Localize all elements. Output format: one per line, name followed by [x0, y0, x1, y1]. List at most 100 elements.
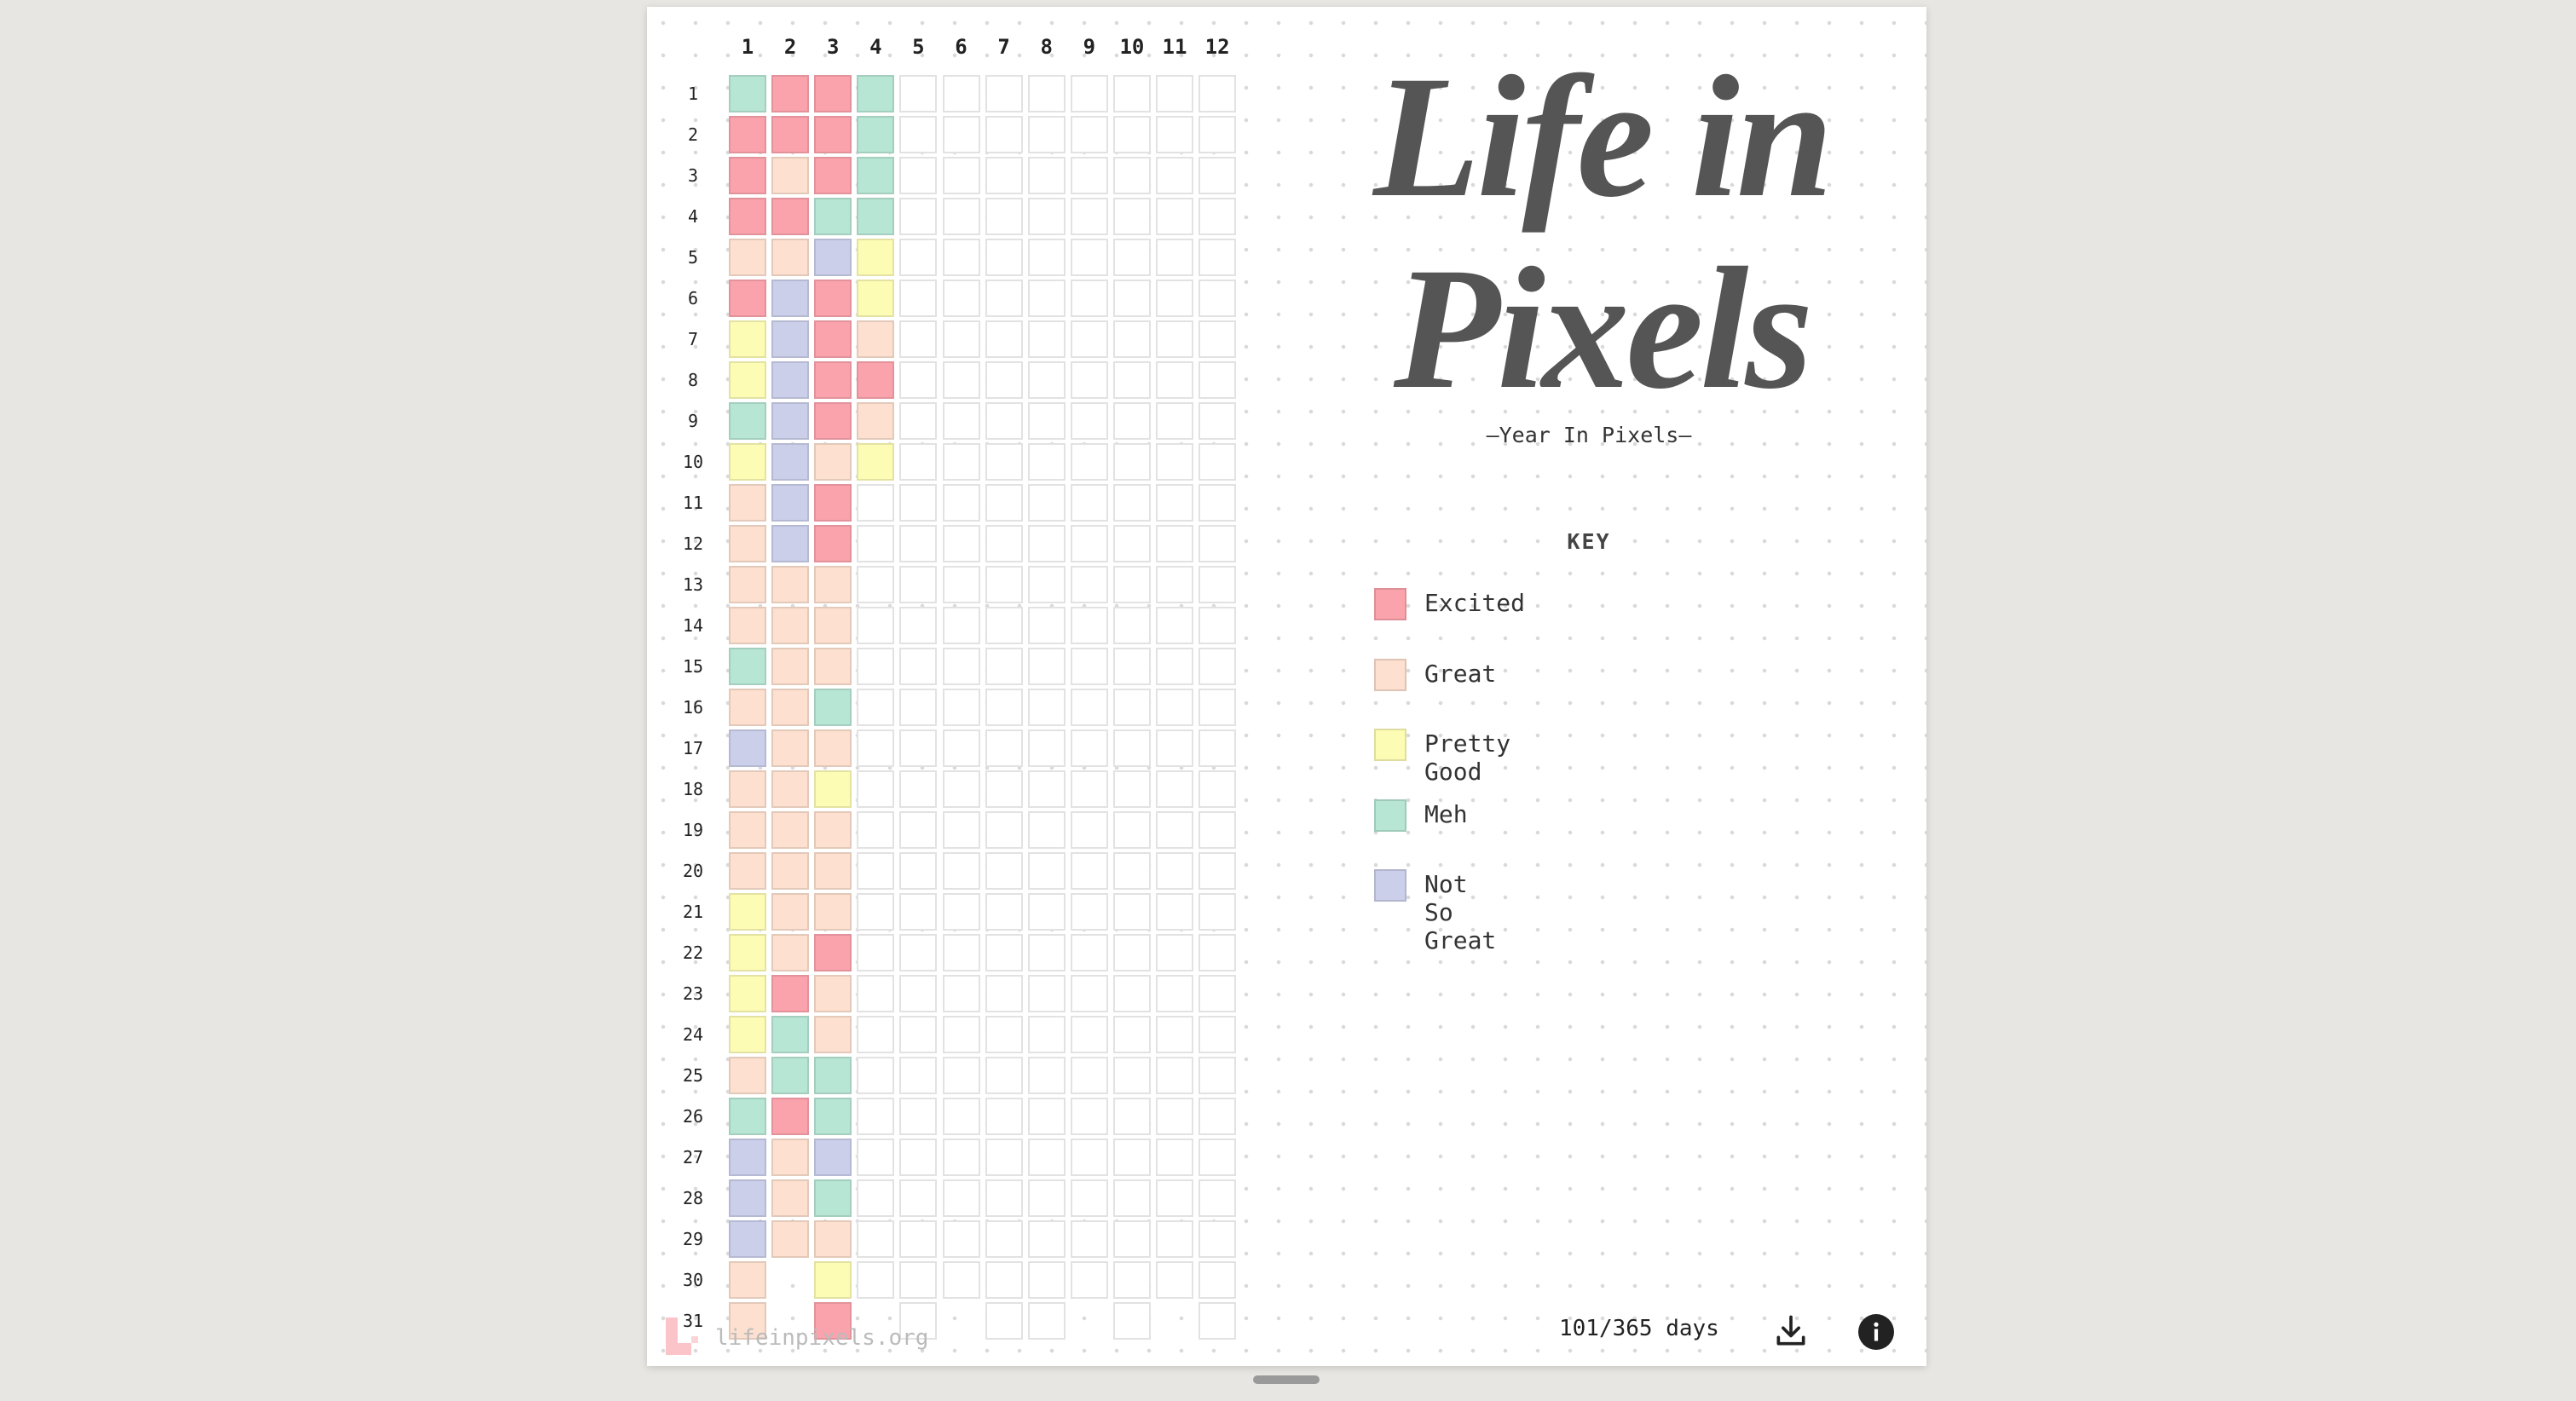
day-label: 15: [682, 656, 704, 677]
day-pixel: [985, 1302, 1023, 1340]
journal-card: 1 2 3 4 5 6 7 8 9 10 11 12 1 2 3 4 5 6 7 8 9 10 11 12 13 14 15 16 17…: [647, 7, 1926, 1366]
day-pixel: [899, 648, 938, 685]
day-pixel: [729, 852, 766, 890]
site-link[interactable]: lifeinpixels.org: [715, 1325, 929, 1351]
day-pixel: [985, 729, 1023, 767]
day-pixel: [1070, 1179, 1108, 1217]
key-swatch: [1374, 729, 1406, 761]
day-pixel: [857, 443, 895, 481]
day-pixel: [814, 729, 852, 767]
day-pixel: [1027, 1016, 1066, 1053]
resize-handle[interactable]: [1253, 1375, 1320, 1384]
day-pixel: [899, 1261, 938, 1299]
day-pixel: [729, 934, 766, 971]
day-pixel: [1070, 811, 1108, 849]
day-pixel: [1198, 893, 1237, 931]
day-pixel: [771, 157, 810, 194]
day-label: 30: [682, 1270, 704, 1290]
day-pixel: [1112, 1139, 1151, 1176]
day-pixel: [814, 320, 852, 358]
day-pixel: [1112, 116, 1151, 153]
day-pixel: [1112, 1016, 1151, 1053]
day-label: 1: [687, 84, 699, 104]
month-label: 8: [1040, 35, 1053, 59]
day-label: 13: [682, 574, 704, 595]
day-pixel: [1156, 1179, 1193, 1217]
day-pixel: [899, 198, 938, 235]
day-pixel: [1156, 811, 1193, 849]
month-label: 4: [869, 35, 882, 59]
day-pixel: [814, 607, 852, 644]
key-swatch: [1374, 588, 1406, 620]
day-pixel: [1198, 280, 1237, 317]
day-pixel: [899, 566, 938, 603]
day-pixel: [942, 1139, 980, 1176]
month-label: 12: [1204, 35, 1230, 59]
day-pixel: [1156, 648, 1193, 685]
day-pixel: [814, 566, 852, 603]
day-pixel: [985, 648, 1023, 685]
day-label: 23: [682, 983, 704, 1004]
day-pixel: [771, 607, 810, 644]
title: Life in Pixels: [1373, 40, 1834, 425]
day-pixel: [771, 729, 810, 767]
day-pixel: [857, 811, 895, 849]
key-label: Pretty Good: [1424, 729, 1511, 786]
day-pixel: [814, 402, 852, 440]
day-pixel: [729, 320, 766, 358]
day-pixel: [729, 566, 766, 603]
day-pixel: [1027, 648, 1066, 685]
day-pixel: [1070, 689, 1108, 726]
download-button[interactable]: [1772, 1312, 1810, 1350]
day-pixel: [729, 361, 766, 399]
day-pixel: [771, 893, 810, 931]
day-pixel: [942, 852, 980, 890]
day-pixel: [729, 402, 766, 440]
day-pixel: [1156, 157, 1193, 194]
day-pixel: [1112, 157, 1151, 194]
month-label: 5: [912, 35, 925, 59]
day-pixel: [814, 1261, 852, 1299]
day-pixel: [942, 1016, 980, 1053]
day-pixel: [814, 157, 852, 194]
day-pixel: [1156, 116, 1193, 153]
day-pixel: [771, 648, 810, 685]
day-pixel: [1156, 1261, 1193, 1299]
day-pixel: [1027, 1139, 1066, 1176]
day-label: 12: [682, 533, 704, 554]
day-label: 26: [682, 1106, 704, 1127]
day-label: 7: [687, 329, 699, 349]
day-pixel: [1112, 1261, 1151, 1299]
info-button[interactable]: [1858, 1314, 1894, 1350]
day-pixel: [1027, 689, 1066, 726]
day-pixel: [1156, 729, 1193, 767]
day-pixel: [729, 607, 766, 644]
day-pixel: [1156, 443, 1193, 481]
day-pixel: [985, 1098, 1023, 1135]
day-pixel: [1112, 975, 1151, 1012]
day-pixel: [1198, 1098, 1237, 1135]
day-pixel: [1070, 402, 1108, 440]
day-pixel: [1156, 975, 1193, 1012]
day-pixel: [1112, 607, 1151, 644]
day-label: 2: [687, 124, 699, 145]
day-pixel: [1156, 402, 1193, 440]
day-pixel: [899, 934, 938, 971]
day-pixel: [1156, 893, 1193, 931]
month-label: 3: [826, 35, 840, 59]
day-pixel: [1027, 1179, 1066, 1217]
day-pixel: [1198, 566, 1237, 603]
day-label: 17: [682, 738, 704, 758]
day-pixel: [857, 320, 895, 358]
day-pixel: [985, 1179, 1023, 1217]
day-pixel: [899, 1179, 938, 1217]
day-pixel: [1198, 648, 1237, 685]
day-pixel: [1156, 1139, 1193, 1176]
day-count: 101/365 days: [1559, 1316, 1719, 1341]
day-pixel: [771, 402, 810, 440]
day-pixel: [899, 852, 938, 890]
day-pixel: [942, 402, 980, 440]
day-pixel: [729, 525, 766, 562]
day-pixel: [899, 975, 938, 1012]
day-pixel: [899, 1057, 938, 1094]
